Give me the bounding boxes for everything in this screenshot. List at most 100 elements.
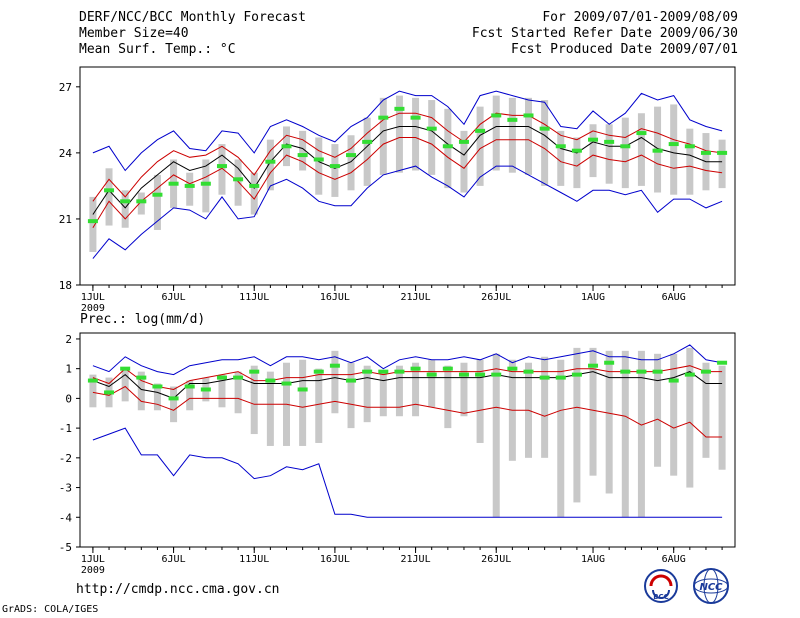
climatology-marker bbox=[184, 384, 195, 389]
x-tick-label: 6JUL bbox=[162, 554, 186, 565]
member-range-bar bbox=[202, 159, 210, 213]
climatology-marker bbox=[265, 159, 276, 164]
x-tick-label: 1AUG bbox=[581, 292, 605, 303]
plot-frame-prec bbox=[79, 332, 736, 548]
member-range-bar bbox=[621, 117, 629, 189]
header-left: DERF/NCC/BCC Monthly Forecast Member Size… bbox=[79, 10, 306, 58]
member-range-bar bbox=[186, 172, 194, 206]
x-tick-label: 1JUL bbox=[81, 554, 105, 565]
y-tick-label: -2 bbox=[59, 452, 72, 465]
panel-temp: 18 21 24 27 1JUL 6JUL 11JUL 16JUL 21JUL 26JUL 1AUG… bbox=[59, 66, 736, 314]
member-range-bar bbox=[428, 359, 436, 408]
climatology-marker bbox=[636, 369, 647, 374]
series-line-spread-upper bbox=[92, 365, 723, 391]
member-range-bar bbox=[250, 172, 258, 215]
climatology-marker bbox=[104, 188, 115, 193]
climatology-marker bbox=[281, 381, 292, 386]
climatology-marker bbox=[700, 369, 711, 374]
climatology-marker bbox=[87, 219, 98, 224]
climatology-marker bbox=[604, 139, 615, 144]
climatology-marker bbox=[458, 139, 469, 144]
climatology-marker bbox=[378, 369, 389, 374]
climatology-marker bbox=[168, 181, 179, 186]
climatology-marker bbox=[620, 369, 631, 374]
member-range-bar bbox=[186, 380, 194, 411]
climatology-marker bbox=[442, 144, 453, 149]
climatology-marker bbox=[281, 144, 292, 149]
member-range-bar bbox=[170, 386, 178, 423]
member-range-bar bbox=[444, 365, 452, 429]
member-range-bar bbox=[89, 374, 97, 408]
x-tick-label: 16JUL bbox=[320, 292, 350, 303]
member-range-bar bbox=[218, 144, 226, 195]
climatology-marker bbox=[539, 375, 550, 380]
member-range-bar bbox=[153, 383, 161, 411]
x-tick-label: 21JUL bbox=[401, 554, 431, 565]
ncc-logo-text: NCC bbox=[699, 582, 723, 593]
member-range-bar bbox=[476, 359, 484, 443]
member-range-bar bbox=[266, 371, 274, 446]
climatology-marker bbox=[426, 126, 437, 131]
climatology-marker bbox=[216, 375, 227, 380]
climatology-marker bbox=[620, 144, 631, 149]
climatology-marker bbox=[233, 375, 244, 380]
climatology-marker bbox=[652, 369, 663, 374]
x-tick-label: 6AUG bbox=[662, 292, 686, 303]
member-range-bar bbox=[250, 365, 258, 435]
climatology-marker bbox=[249, 369, 260, 374]
climatology-marker bbox=[136, 199, 147, 204]
fcst-started-date: Fcst Started Refer Date 2009/06/30 bbox=[471, 26, 738, 41]
footer-url[interactable]: http://cmdp.ncc.cma.gov.cn bbox=[76, 582, 280, 597]
climatology-marker bbox=[571, 372, 582, 377]
climatology-marker bbox=[507, 366, 518, 371]
member-range-bar bbox=[492, 95, 500, 171]
member-range-bar bbox=[299, 359, 307, 446]
climatology-marker bbox=[507, 117, 518, 122]
member-range-bar bbox=[395, 365, 403, 417]
series-line-ensemble-min bbox=[92, 165, 723, 259]
member-range-bar bbox=[137, 192, 145, 215]
climatology-marker bbox=[684, 144, 695, 149]
climatology-marker bbox=[394, 106, 405, 111]
climatology-marker bbox=[313, 369, 324, 374]
y-tick-label: 24 bbox=[59, 147, 73, 160]
x-year-label: 2009 bbox=[81, 565, 105, 576]
climatology-marker bbox=[475, 372, 486, 377]
member-range-bar bbox=[105, 168, 113, 226]
climatology-marker bbox=[378, 115, 389, 120]
member-range-bar bbox=[444, 108, 452, 189]
member-range-bar bbox=[315, 137, 323, 195]
member-range-bar bbox=[428, 100, 436, 175]
climatology-marker bbox=[410, 115, 421, 120]
climatology-marker bbox=[265, 378, 276, 383]
climatology-marker bbox=[684, 372, 695, 377]
x-tick-label: 1JUL bbox=[81, 292, 105, 303]
y-tick-label: -3 bbox=[59, 482, 72, 495]
ncc-logo: NCC bbox=[693, 568, 729, 604]
climatology-marker bbox=[394, 369, 405, 374]
member-range-bar bbox=[541, 100, 549, 186]
climatology-marker bbox=[136, 375, 147, 380]
y-tick-label: -4 bbox=[59, 511, 73, 524]
climatology-marker bbox=[216, 164, 227, 169]
member-range-bar bbox=[331, 144, 339, 197]
member-range-bar bbox=[153, 174, 161, 230]
climatology-marker bbox=[362, 369, 373, 374]
climatology-marker bbox=[200, 387, 211, 392]
member-range-bar bbox=[234, 159, 242, 206]
y-tick-label: 18 bbox=[59, 279, 72, 292]
member-range-bar bbox=[218, 374, 226, 408]
member-range-bar bbox=[718, 365, 726, 470]
climatology-marker bbox=[668, 378, 679, 383]
climatology-marker bbox=[700, 150, 711, 155]
climatology-marker bbox=[362, 139, 373, 144]
member-size: Member Size=40 bbox=[79, 26, 189, 41]
climatology-marker bbox=[539, 126, 550, 131]
y-tick-label: 27 bbox=[59, 81, 72, 94]
member-range-bar bbox=[621, 350, 629, 518]
series-line-ensemble-mean bbox=[92, 126, 723, 215]
climatology-marker bbox=[717, 360, 728, 365]
x-year-label: 2009 bbox=[81, 303, 105, 314]
